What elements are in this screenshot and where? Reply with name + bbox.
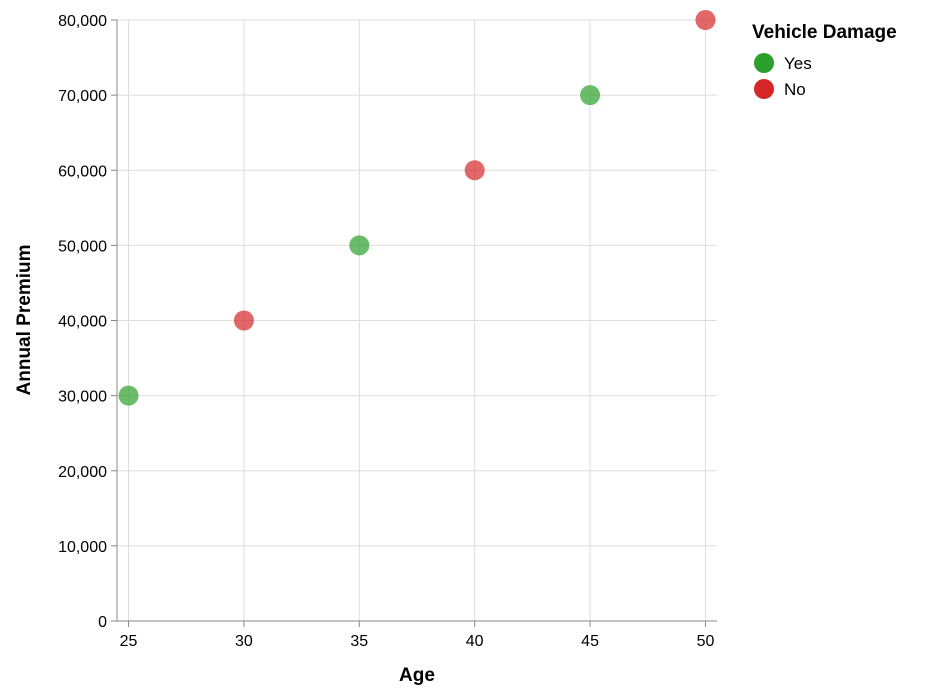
legend-swatch-yes (754, 53, 774, 73)
x-tick-label: 50 (697, 633, 715, 650)
grid-layer (117, 19, 717, 622)
y-tick-label: 10,000 (58, 539, 107, 556)
y-tick-label: 0 (98, 614, 107, 631)
x-tick-label: 25 (120, 633, 138, 650)
legend-label-no: No (784, 80, 806, 99)
data-point-yes (118, 385, 139, 406)
x-tick-label: 40 (466, 633, 484, 650)
legend: Vehicle Damage Yes No (752, 22, 897, 99)
legend-entries: Yes No (754, 53, 812, 99)
x-tick-label: 45 (581, 633, 599, 650)
data-point-yes (349, 235, 370, 256)
data-point-no (464, 160, 485, 181)
y-tick-label: 60,000 (58, 163, 107, 180)
points-layer (118, 10, 716, 406)
y-tick-label: 50,000 (58, 238, 107, 255)
x-axis-title: Age (399, 665, 435, 686)
data-point-no (695, 10, 716, 30)
data-point-yes (580, 85, 601, 106)
legend-title: Vehicle Damage (752, 22, 897, 43)
y-tick-label: 20,000 (58, 464, 107, 481)
y-tick-label: 70,000 (58, 88, 107, 105)
x-tick-label: 35 (350, 633, 368, 650)
data-point-no (233, 310, 254, 331)
y-tick-label: 80,000 (58, 13, 107, 30)
legend-swatch-no (754, 79, 774, 99)
y-tick-label: 40,000 (58, 314, 107, 331)
x-tick-label: 30 (235, 633, 253, 650)
y-tick-label: 30,000 (58, 389, 107, 406)
y-axis-title: Annual Premium (14, 245, 35, 396)
legend-label-yes: Yes (784, 54, 812, 73)
axis-layer: 0 10,000 20,000 30,000 40,000 50,000 60,000 70,… (58, 13, 717, 650)
